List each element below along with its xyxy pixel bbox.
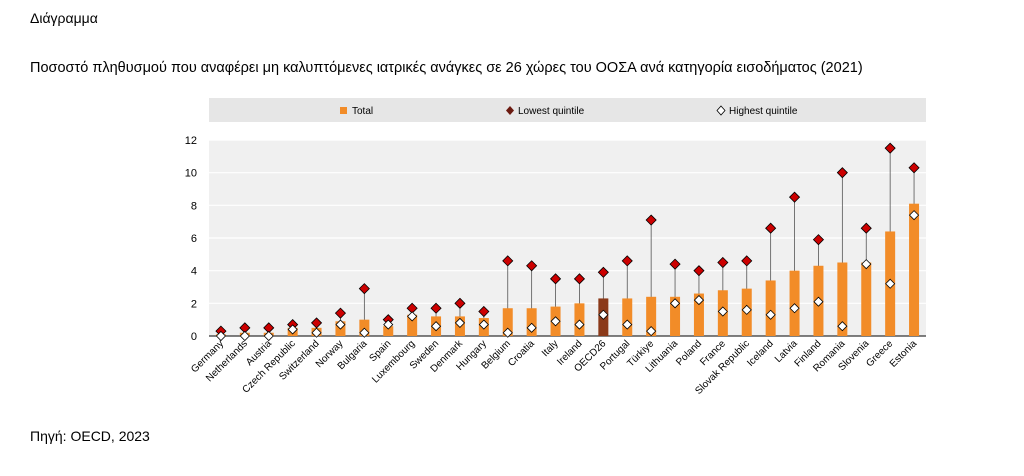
lowest-quintile-marker (549, 273, 562, 285)
source-note: Πηγή: OECD, 2023 (30, 428, 150, 444)
legend: Total Lowest quintile Highest quintile (209, 98, 926, 122)
lowest-quintile-marker (765, 222, 777, 234)
highest-quintile-marker (287, 324, 298, 335)
highest-quintile-marker (813, 296, 824, 307)
y-tick-label: 10 (185, 168, 197, 180)
highest-quintile-marker (430, 321, 442, 332)
highest-quintile-marker (765, 309, 776, 320)
legend-highest-marker (716, 105, 726, 116)
lowest-quintile-marker (621, 255, 633, 267)
bar-total (837, 262, 848, 336)
bar-total (670, 296, 681, 336)
x-tick-label: Italy (540, 338, 561, 359)
x-tick-label: Poland (674, 338, 704, 368)
highest-quintile-marker (598, 309, 609, 320)
lowest-quintile-marker (358, 283, 370, 295)
highest-quintile-marker (335, 319, 346, 330)
bar-total (765, 280, 776, 336)
highest-quintile-marker (908, 210, 920, 221)
lowest-quintile-marker (334, 307, 347, 319)
lowest-quintile-marker (478, 305, 490, 318)
lowest-quintile-marker (717, 256, 729, 269)
highest-quintile-marker (239, 330, 250, 342)
legend-lowest-label: Lowest quintile (518, 106, 585, 117)
highest-quintile-marker (669, 298, 681, 309)
legend-total-swatch (340, 107, 347, 114)
lowest-quintile-marker (788, 191, 801, 203)
legend-background (209, 98, 926, 122)
x-tick-label: Croatia (506, 338, 537, 369)
bar-total (693, 293, 704, 336)
highest-quintile-marker (741, 304, 752, 315)
y-tick-label: 4 (191, 266, 197, 278)
highest-quintile-marker (359, 327, 370, 338)
lowest-quintile-marker (741, 255, 753, 267)
highest-quintile-marker (550, 316, 561, 327)
bar-total (861, 262, 872, 336)
y-axis: 0 2 4 6 8 10 12 (185, 135, 926, 343)
highest-quintile-marker (454, 317, 466, 328)
y-tick-label: 2 (191, 298, 197, 310)
x-tick-label: Estonia (888, 338, 920, 370)
bar-total (646, 296, 657, 336)
lowest-quintile-marker (573, 273, 586, 285)
legend-total-label: Total (352, 106, 373, 117)
highest-quintile-marker (263, 330, 274, 342)
highest-quintile-marker (311, 327, 322, 338)
bar-total (526, 308, 537, 336)
lowest-quintile-marker (645, 214, 657, 226)
bar-total (622, 298, 633, 336)
bar-total (502, 308, 513, 336)
legend-highest-label: Highest quintile (729, 106, 798, 117)
highest-quintile-marker (789, 303, 800, 314)
lowest-quintile-marker (526, 260, 538, 272)
highest-quintile-marker (837, 321, 848, 332)
legend-lowest-marker (506, 106, 514, 115)
lowest-quintile-marker (908, 162, 920, 174)
highest-quintile-marker (693, 295, 705, 306)
chart-title: Ποσοστό πληθυσμού που αναφέρει μη καλυπτ… (30, 60, 863, 76)
highest-quintile-marker (622, 319, 633, 330)
lowest-quintile-marker (669, 258, 681, 270)
lowest-quintile-marker (430, 302, 442, 314)
bar-total (909, 203, 920, 336)
x-tick-label: Iceland (745, 338, 776, 369)
highest-quintile-marker (526, 322, 537, 333)
lowest-quintile-marker (693, 265, 705, 277)
lowest-quintile-marker (502, 255, 514, 267)
bar-total (383, 326, 394, 336)
lowest-quintile-marker (812, 234, 825, 246)
y-tick-label: 6 (191, 233, 197, 245)
highest-quintile-marker (717, 306, 728, 317)
highest-quintile-marker (502, 327, 513, 338)
lowest-quintile-marker (597, 266, 609, 278)
y-tick-label: 12 (185, 135, 197, 147)
diagram-label: Διάγραμμα (30, 10, 98, 26)
highest-quintile-marker (574, 319, 585, 330)
highest-quintile-marker (407, 311, 418, 322)
highest-quintile-marker (861, 259, 872, 270)
highest-quintile-marker (478, 319, 489, 330)
highest-quintile-marker (885, 278, 896, 289)
markers (215, 142, 920, 342)
bar-total (407, 314, 418, 336)
lowest-quintile-marker (884, 142, 896, 154)
y-tick-label: 0 (191, 331, 197, 343)
lowest-quintile-marker (454, 297, 466, 309)
y-tick-label: 8 (191, 200, 197, 212)
highest-quintile-marker (215, 330, 227, 342)
highest-quintile-marker (383, 319, 394, 330)
lowest-quintile-marker (836, 167, 848, 179)
lowest-quintile-marker (860, 222, 872, 234)
highest-quintile-marker (646, 326, 657, 337)
